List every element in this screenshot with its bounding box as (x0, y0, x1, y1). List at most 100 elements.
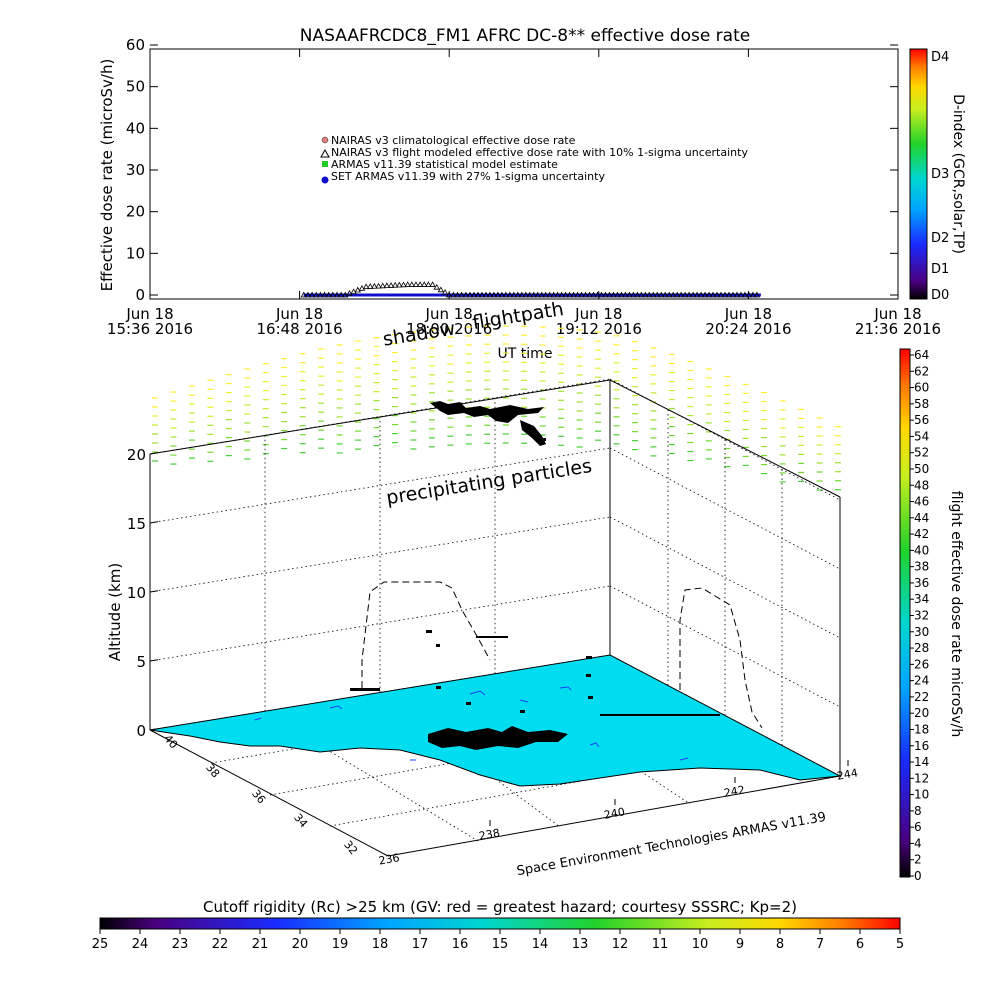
nairas-flight-point (737, 291, 745, 298)
nairas-flight-point (741, 291, 749, 298)
nairas-flight-point (697, 291, 705, 298)
nairas-flight-point (717, 291, 725, 298)
nairas-flight-point (598, 291, 605, 298)
map-surface (149, 654, 842, 787)
lon-tick-label: 244 (836, 766, 859, 782)
nairas-flight-point (450, 291, 457, 298)
legend-label: ARMAS v11.39 statistical model estimate (331, 158, 558, 171)
credit-label: Space Environment Technologies ARMAS v11… (516, 810, 828, 879)
rigidity-tick-label: 18 (372, 937, 389, 952)
lat-tick-label: 36 (249, 787, 268, 806)
top-chart-title: NASAAFRCDC8_FM1 AFRC DC-8** effective do… (300, 26, 750, 46)
dindex-label: D-index (GCR,solar,TP) (950, 94, 966, 254)
legend-item-nairas-climatological: NAIRAS v3 climatological effective dose … (321, 134, 576, 147)
nairas-flight-point (346, 290, 353, 296)
nairas-flight-point (486, 291, 494, 298)
z-tick-label: 20 (127, 446, 146, 464)
nairas-flight-point (300, 291, 307, 298)
annotation-flightpath: flightpath (471, 298, 565, 334)
nairas-flight-point (749, 291, 757, 298)
dose-tick-label: 18 (914, 722, 929, 736)
nairas-flight-point (626, 291, 633, 298)
nairas-flight-point (362, 283, 370, 290)
nairas-flight-point (546, 291, 553, 298)
lat-tick-label: 38 (203, 761, 222, 780)
dose-tick-label: 60 (914, 381, 929, 395)
z-tick-label: 0 (136, 722, 146, 740)
y-tick-label: 20 (126, 203, 145, 221)
nairas-flight-point (490, 291, 498, 298)
nairas-flight-point (538, 291, 545, 298)
nairas-flight-point (729, 291, 737, 298)
rigidity-tick-label: 15 (492, 937, 509, 952)
flight-track-shadow (350, 401, 720, 750)
grid-line (149, 516, 611, 593)
nairas-flight-point (421, 281, 428, 287)
top-y-axis-label: Effective dose rate (microSv/h) (98, 59, 116, 292)
dose-tick-label: 24 (914, 674, 929, 688)
nairas-flight-point (681, 291, 689, 298)
nairas-flight-point (594, 291, 601, 298)
nairas-flight-point (412, 281, 420, 287)
rigidity-tick-label: 14 (532, 937, 549, 952)
track-blip (426, 630, 432, 633)
y-tick-label: 40 (126, 119, 145, 137)
map-surface-blue-specks (254, 686, 689, 761)
dose-tick-label: 4 (914, 836, 922, 850)
grid-line (149, 447, 611, 524)
nairas-flight-point (371, 282, 378, 289)
z-tick-label: 10 (127, 584, 146, 602)
nairas-flight-point (562, 291, 569, 298)
nairas-flight-point (550, 291, 557, 298)
nairas-flight-point (586, 291, 593, 298)
track-blip (586, 674, 591, 677)
rigidity-tick-label: 11 (652, 937, 669, 952)
x-tick-label-time: 20:24 2016 (705, 320, 791, 338)
nairas-flight-point (642, 291, 649, 298)
z-tick-mark (149, 659, 159, 662)
nairas-flight-point (745, 291, 753, 298)
dose-tick-label: 6 (914, 820, 922, 834)
nairas-flight-point (582, 291, 589, 298)
nairas-flight-point (654, 291, 661, 298)
dose-tick-label: 12 (914, 771, 929, 785)
nairas-flight-point (522, 291, 529, 298)
dose-tick-label: 30 (914, 625, 929, 639)
nairas-flight-point (458, 291, 465, 298)
lat-tick-label: 40 (161, 732, 180, 751)
dose-rate-colorbar (899, 348, 911, 878)
blue-speck (559, 686, 572, 691)
nairas-flight-point (408, 281, 415, 287)
x-tick-label-date: Jun 18 (125, 305, 173, 323)
dose-tick-label: 16 (914, 739, 929, 753)
dose-tick-label: 2 (914, 853, 922, 867)
grid-line (609, 585, 841, 708)
nairas-flight-point (530, 291, 537, 298)
x-tick-label-time: 19:12 2016 (556, 320, 642, 338)
nairas-flight-point (313, 291, 320, 298)
blue-speck (519, 699, 529, 703)
track-line-mid (600, 714, 720, 716)
nairas-flight-point (542, 291, 549, 298)
nairas-flight-point (474, 291, 482, 298)
y-tick-label: 50 (126, 78, 145, 96)
annotation-precipitating-particles: precipitating particles (385, 455, 594, 509)
nairas-flight-point (383, 282, 391, 289)
z-tick-label: 5 (136, 653, 146, 671)
dose-tick-label: 50 (914, 462, 929, 476)
dose-tick-label: 46 (914, 495, 929, 509)
nairas-flight-point (677, 291, 685, 298)
y-tick-label: 30 (126, 161, 145, 179)
nairas-flight-point (379, 282, 386, 289)
dindex-tick: D4 (931, 50, 949, 65)
y-tick-label: 10 (126, 244, 145, 262)
nairas-flight-point (638, 291, 645, 298)
dindex-tick: D1 (931, 262, 949, 277)
y-tick-label: 60 (126, 36, 145, 54)
grid-line (210, 684, 669, 764)
nairas-flight-point (606, 291, 613, 298)
nairas-flight-point (514, 291, 521, 298)
lon-tick-label: 238 (478, 826, 501, 842)
nairas-flight-point (554, 291, 561, 298)
